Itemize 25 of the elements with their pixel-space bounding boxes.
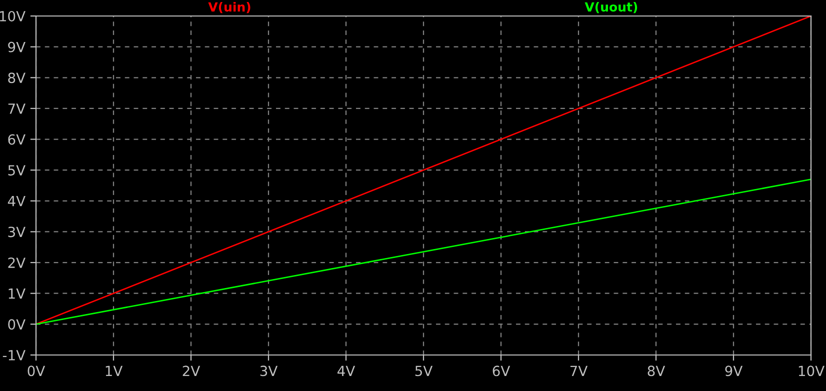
y-tick-label: 9V xyxy=(8,42,26,52)
x-tick-label: 5V xyxy=(415,366,433,376)
y-tick-label: 6V xyxy=(8,134,26,145)
x-tick-label: 1V xyxy=(106,366,123,376)
x-tick-label: 10V xyxy=(798,366,824,376)
y-tick-label: -1V xyxy=(2,350,26,360)
x-tick-label: 0V xyxy=(28,366,46,376)
y-tick-label: 2V xyxy=(8,258,26,268)
x-tick-label: 8V xyxy=(648,366,666,376)
y-tick-label: 10V xyxy=(0,10,26,22)
x-tick-label: 2V xyxy=(182,366,200,376)
x-tick-label: 7V xyxy=(570,366,588,376)
text: V(uout) xyxy=(584,2,638,14)
y-tick-label: 3V xyxy=(8,226,26,238)
y-tick-label: 4V xyxy=(8,196,26,206)
x-tick-label: 3V xyxy=(260,366,278,376)
text: V(uin) xyxy=(208,2,250,14)
x-tick-label: 4V xyxy=(338,366,356,376)
y-tick-label: 1V xyxy=(8,288,26,299)
y-tick-label: 5V xyxy=(8,165,26,176)
x-tick-label: 6V xyxy=(492,366,510,376)
x-tick-label: 9V xyxy=(725,366,743,376)
y-tick-label: 8V xyxy=(8,72,26,84)
y-tick-label: 7V xyxy=(8,104,26,114)
y-tick-label: 0V xyxy=(8,319,26,330)
